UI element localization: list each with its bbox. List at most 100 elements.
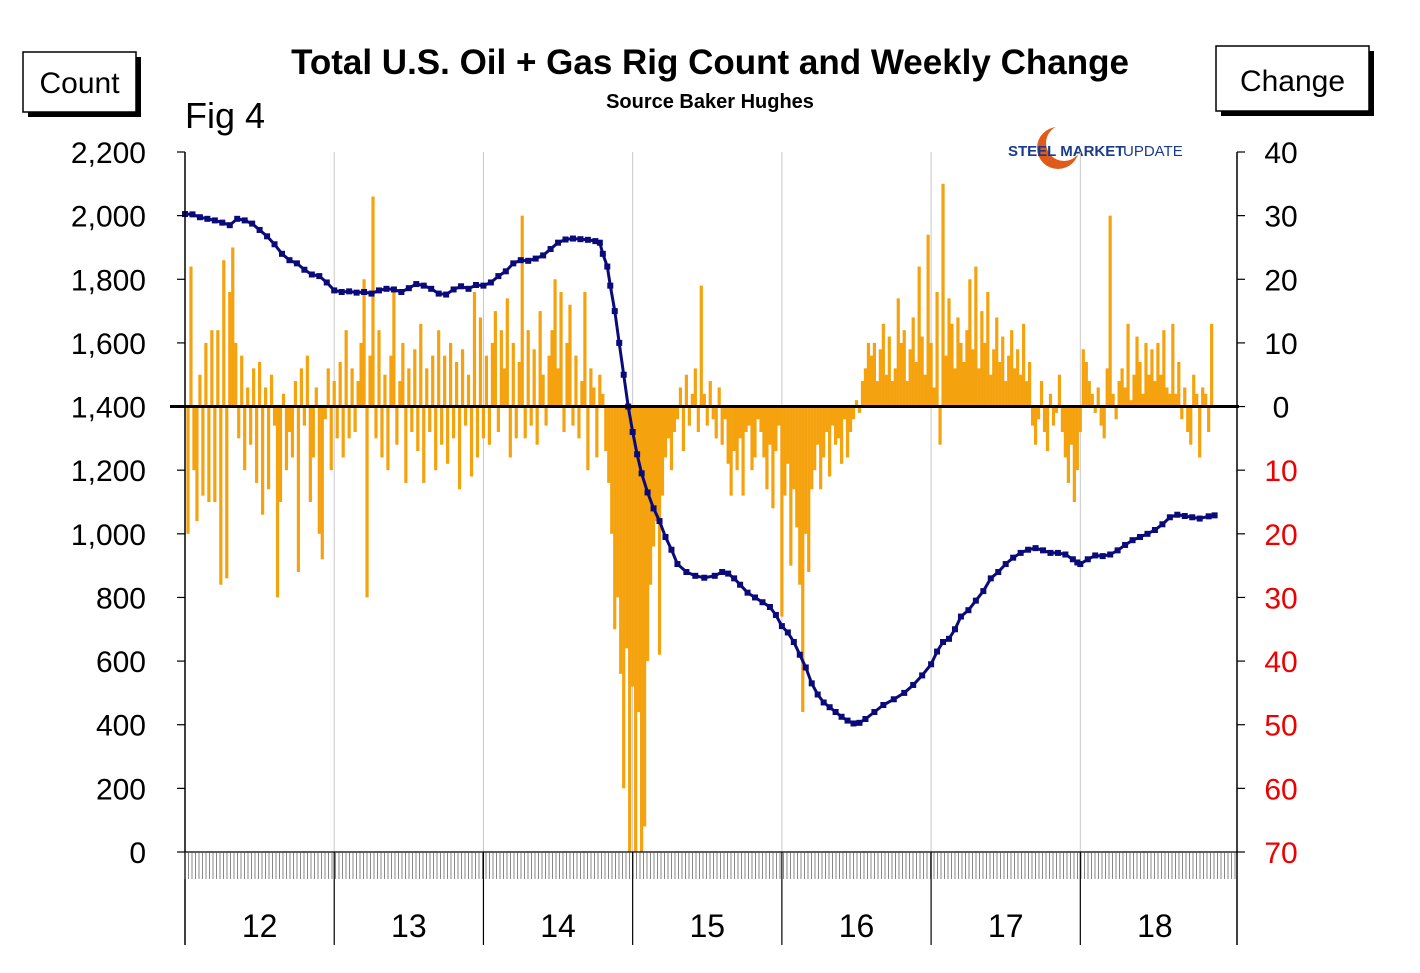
count-box: Count: [22, 51, 141, 117]
weekly-change-bar: [645, 406, 650, 662]
weekly-change-bar: [1165, 387, 1169, 407]
weekly-change-bar: [1019, 374, 1023, 407]
weekly-change-bar: [499, 330, 503, 407]
weekly-change-bar: [628, 406, 632, 852]
weekly-change-bar: [825, 406, 829, 432]
weekly-change-bar: [1042, 406, 1047, 432]
weekly-change-bar: [246, 387, 250, 407]
weekly-change-bar: [1171, 323, 1175, 407]
rig-count-point: [656, 518, 663, 525]
rig-count-point: [234, 215, 241, 222]
rig-count-point: [1144, 530, 1151, 537]
rig-count-point: [701, 574, 708, 581]
weekly-change-bar: [249, 406, 253, 445]
weekly-change-bar: [532, 349, 536, 407]
chart-title: Total U.S. Oil + Gas Rig Count and Weekl…: [291, 43, 1129, 82]
weekly-change-bar: [204, 342, 208, 407]
weekly-change-bar: [845, 406, 850, 458]
weekly-change-bar: [1177, 362, 1181, 407]
weekly-change-bar: [463, 406, 468, 426]
weekly-change-bar: [654, 406, 659, 522]
weekly-change-bar: [332, 381, 336, 407]
rig-count-point: [383, 285, 390, 292]
rig-count-point: [450, 286, 457, 293]
weekly-change-bar: [1147, 374, 1151, 407]
right-tick-label: 30: [1264, 201, 1297, 234]
rig-count-point: [241, 217, 248, 224]
weekly-change-bar: [1180, 406, 1184, 420]
weekly-change-bar: [702, 393, 706, 407]
weekly-change-bar: [675, 406, 680, 420]
weekly-change-bar: [995, 317, 999, 407]
weekly-change-bar: [574, 355, 578, 407]
rig-count-point: [1196, 515, 1203, 522]
weekly-change-bar: [980, 311, 984, 407]
weekly-change-bar: [392, 292, 396, 407]
weekly-change-bar: [690, 393, 694, 407]
weekly-change-bar: [275, 406, 280, 598]
weekly-change-bar: [407, 368, 411, 407]
weekly-change-bar: [1036, 406, 1041, 420]
weekly-change-bar: [753, 406, 757, 458]
weekly-change-bar: [335, 406, 339, 439]
weekly-change-bar: [347, 406, 351, 439]
rig-count-point: [808, 680, 815, 687]
right-tick-label: 20: [1264, 519, 1297, 552]
rig-count-point: [638, 470, 645, 477]
rig-count-point: [844, 717, 851, 724]
rig-count-point: [620, 371, 627, 378]
weekly-change-bar: [1144, 342, 1148, 407]
weekly-change-bar: [756, 406, 760, 420]
weekly-change-bar: [807, 406, 811, 572]
rig-count-point: [196, 214, 203, 221]
weekly-change-bar: [401, 342, 405, 407]
rig-count-point: [940, 639, 947, 645]
rig-count-point: [293, 260, 300, 267]
weekly-change-bar: [237, 406, 241, 439]
weekly-change-bar: [550, 330, 554, 407]
right-tick-label: 60: [1264, 773, 1297, 806]
rig-count-point: [674, 561, 681, 568]
weekly-change-bar: [1093, 406, 1097, 413]
weekly-change-bar: [642, 406, 647, 827]
rig-count-point: [435, 290, 442, 297]
weekly-change-bar: [622, 406, 626, 789]
axes: [170, 152, 1239, 945]
weekly-change-bar: [771, 406, 775, 509]
rig-count-point: [826, 704, 833, 711]
weekly-change-bar: [744, 406, 748, 432]
rig-count-point: [919, 672, 926, 679]
weekly-change-bar: [1198, 406, 1202, 458]
rig-count-point: [744, 589, 751, 596]
weekly-change-bar: [932, 387, 936, 407]
weekly-change-bar: [344, 330, 348, 407]
weekly-change-bar: [571, 406, 575, 426]
rig-count-point: [692, 572, 699, 579]
weekly-change-bar: [786, 406, 790, 464]
weekly-change-bar: [857, 406, 862, 413]
weekly-change-bar: [944, 355, 948, 407]
weekly-change-bar: [1057, 374, 1062, 407]
rig-count-point: [211, 217, 218, 224]
rig-count-point: [772, 611, 779, 618]
rig-count-point: [910, 681, 917, 688]
rig-count-point: [972, 597, 979, 604]
rig-count-point: [517, 257, 524, 264]
rig-count-point: [1129, 537, 1136, 544]
weekly-change-bar: [1192, 374, 1196, 407]
weekly-change-bar: [1096, 387, 1100, 407]
weekly-change-bar: [1114, 406, 1118, 420]
left-tick-label: 1,600: [71, 328, 146, 361]
weekly-change-bar: [481, 406, 486, 439]
rig-count-point: [1092, 552, 1099, 559]
rig-count-point: [540, 252, 547, 259]
rig-count-point: [346, 288, 353, 295]
weekly-change-bar: [625, 406, 629, 649]
right-tick-label: 10: [1264, 455, 1297, 488]
weekly-change-bar: [523, 406, 527, 439]
weekly-change-bar: [326, 368, 330, 407]
rig-count-point: [650, 505, 657, 512]
weekly-change-bar: [798, 406, 802, 585]
weekly-change-bar: [723, 406, 727, 420]
weekly-change-bar: [1195, 393, 1199, 407]
